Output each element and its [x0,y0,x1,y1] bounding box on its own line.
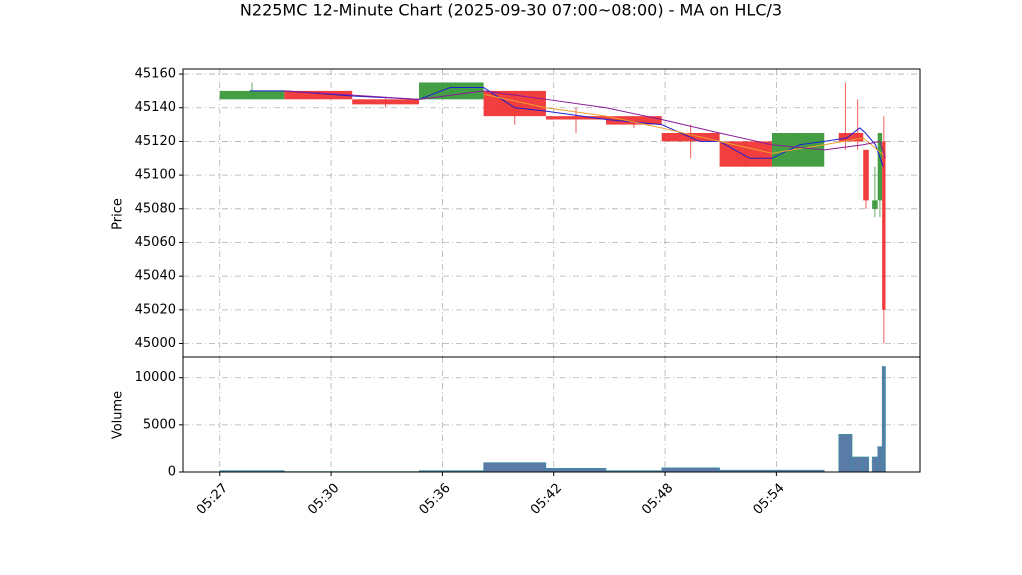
y-tick-label: 45020 [135,302,176,317]
moving-average-line [284,90,886,159]
y-tick-label: 45000 [135,336,176,351]
x-tick-label: 05:27 [194,481,231,518]
candle-body [719,141,772,167]
volume-bar [838,434,853,473]
volume-bar [851,456,864,473]
volume-bar [545,467,607,473]
candle-body [872,200,878,209]
y-tick-label: 45140 [135,100,176,115]
y-tick-label: 0 [168,465,176,480]
candle-body [352,99,420,105]
volume-bar [862,456,870,473]
candle-body [877,133,883,201]
y-tick-label: 45060 [135,235,176,250]
moving-average-line [249,87,884,167]
candle-body [545,116,607,120]
candle-body [882,141,886,310]
candle-body [863,149,869,201]
volume-bar [483,462,547,473]
volume-bar [877,446,883,473]
volume-axis-label: Volume [111,391,126,439]
y-tick-label: 45120 [135,134,176,149]
x-tick-label: 05:54 [751,481,788,518]
candle-body [771,133,825,167]
y-tick-label: 45040 [135,269,176,284]
volume-bar [871,456,878,473]
volume-bar [881,366,886,473]
plot-layer: 05:27 05:30 05:36 05:42 05:48 05:54 45000 45020… [135,67,920,518]
candle-body [219,90,285,100]
volume-frame [182,356,921,473]
x-tick-label: 05:48 [639,481,676,518]
candle-body [419,82,484,100]
y-tick-label: 45160 [135,67,176,82]
candle-body [284,90,353,100]
price-axis-label: Price [111,198,126,230]
chart-title: N225MC 12-Minute Chart (2025-09-30 07:00… [240,1,782,20]
candle-body [852,133,864,142]
y-tick-label: 5000 [143,417,176,432]
x-tick-label: 05:42 [528,481,565,518]
y-tick-label: 10000 [135,370,176,385]
x-tick-label: 05:36 [417,481,454,518]
y-tick-label: 45080 [135,201,176,216]
candle-body [838,133,853,142]
volume-bar [661,467,720,473]
candle-body [606,116,662,125]
y-tick-label: 45100 [135,168,176,183]
x-tick-label: 05:30 [305,481,342,518]
moving-average-line [483,93,884,156]
